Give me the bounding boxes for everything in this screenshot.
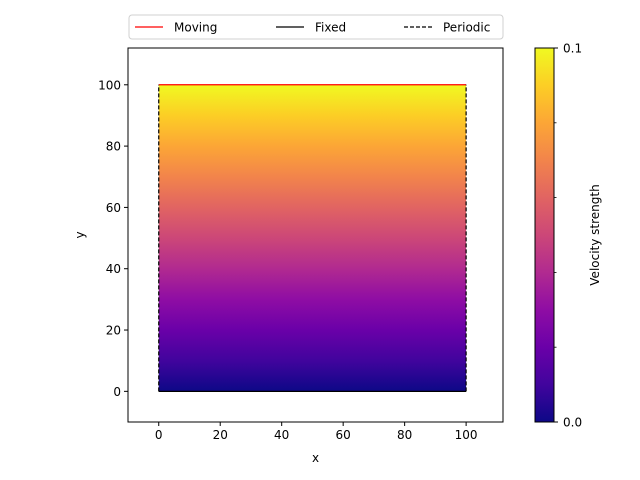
legend-frame: [128, 14, 504, 40]
y-tick-label: 20: [106, 324, 121, 338]
plot-area: [127, 47, 504, 423]
y-axis-ticks: 0 20 40 60 80 100: [98, 78, 128, 399]
x-tick-label: 80: [397, 428, 412, 442]
colorbar-label: Velocity strength: [588, 184, 602, 285]
x-tick-label: 20: [213, 428, 228, 442]
y-tick-label: 80: [106, 140, 121, 154]
legend: Moving Fixed Periodic: [128, 14, 504, 40]
x-tick-label: 60: [336, 428, 351, 442]
x-tick-label: 0: [155, 428, 163, 442]
y-tick-label: 100: [98, 78, 121, 92]
colorbar: 0.0 0.1 Velocity strength: [534, 42, 602, 430]
legend-label-moving: Moving: [174, 21, 217, 35]
colorbar-tick-label: 0.1: [563, 42, 582, 56]
y-axis-label: y: [73, 231, 87, 238]
y-tick-label: 0: [113, 385, 121, 399]
x-tick-label: 40: [274, 428, 289, 442]
x-axis-label: x: [312, 451, 319, 465]
colorbar-gradient: [534, 47, 555, 423]
x-axis-ticks: 0 20 40 60 80 100: [155, 422, 478, 442]
x-tick-label: 100: [455, 428, 478, 442]
colorbar-tick-label: 0.0: [563, 416, 582, 430]
y-tick-label: 40: [106, 262, 121, 276]
legend-label-periodic: Periodic: [443, 21, 490, 35]
y-tick-label: 60: [106, 201, 121, 215]
boundary-lines: [158, 84, 467, 392]
legend-label-fixed: Fixed: [315, 21, 346, 35]
velocity-heatmap: [158, 84, 467, 392]
colorbar-ticks: 0.0 0.1: [554, 42, 582, 430]
